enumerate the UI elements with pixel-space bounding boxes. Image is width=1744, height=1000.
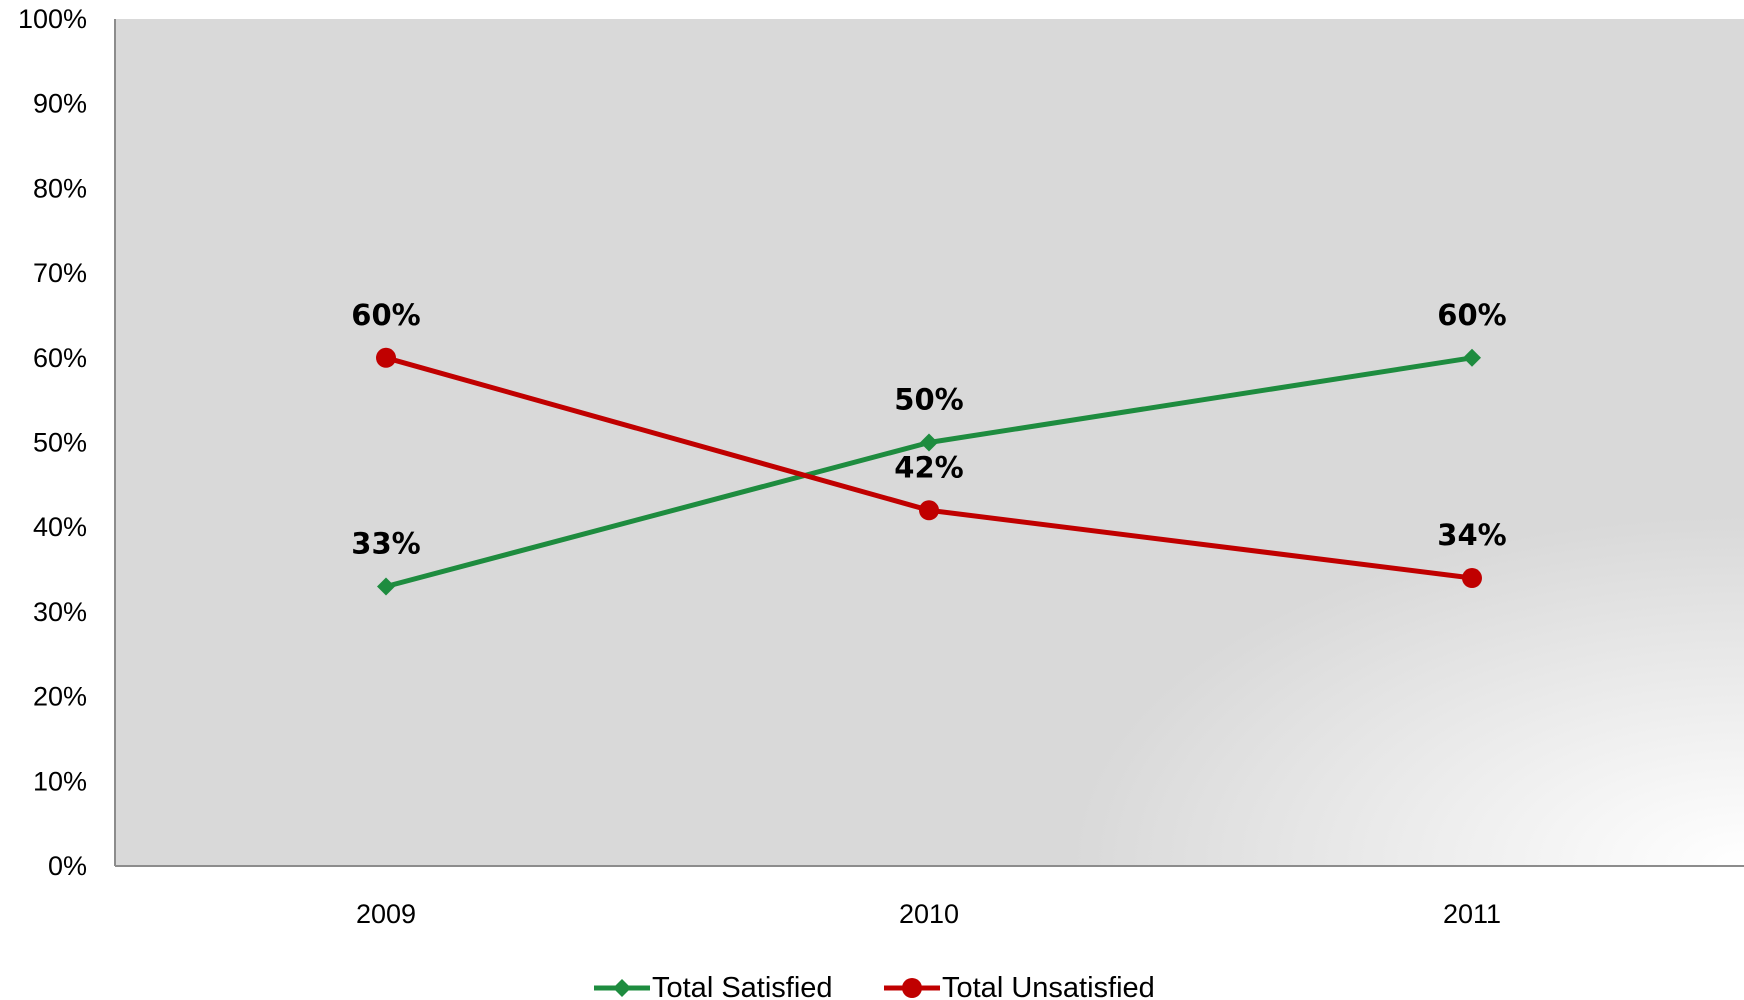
y-tick-label: 20%	[33, 682, 87, 712]
y-tick-label: 40%	[33, 512, 87, 542]
legend-marker	[902, 978, 922, 998]
y-tick-label: 10%	[33, 766, 87, 796]
legend-marker	[613, 979, 631, 997]
data-point-marker	[920, 433, 938, 452]
legend-label: Total Unsatisfied	[942, 972, 1155, 1000]
data-label: 33%	[351, 526, 420, 560]
data-label: 50%	[894, 383, 963, 417]
legend-label: Total Satisfied	[652, 972, 833, 1000]
x-tick-label: 2010	[899, 899, 959, 929]
data-labels: 33% 50% 60% 60% 42% 34%	[351, 298, 1506, 561]
data-point-marker	[1463, 348, 1481, 367]
y-axis-tick-labels: 0% 10% 20% 30% 40% 50% 60% 70% 80% 90% 100%	[18, 4, 87, 881]
x-tick-label: 2009	[356, 899, 416, 929]
y-tick-label: 100%	[18, 4, 87, 34]
series-markers	[376, 347, 1482, 596]
legend: Total Satisfied Total Unsatisfied	[594, 972, 1155, 1000]
x-axis-tick-labels: 2009 2010 2011	[356, 899, 1501, 929]
y-tick-label: 70%	[33, 258, 87, 288]
data-point-marker	[376, 347, 396, 368]
x-tick-label: 2011	[1443, 899, 1501, 929]
data-label: 60%	[351, 298, 420, 332]
y-tick-label: 30%	[33, 597, 87, 627]
data-label: 60%	[1437, 298, 1506, 332]
data-label: 34%	[1437, 518, 1506, 552]
y-tick-label: 0%	[48, 851, 87, 881]
y-tick-label: 80%	[33, 173, 87, 203]
y-tick-label: 50%	[33, 428, 87, 458]
data-point-marker	[919, 500, 939, 521]
data-point-marker	[377, 577, 395, 596]
y-tick-label: 60%	[33, 343, 87, 373]
data-point-marker	[1462, 568, 1482, 589]
data-label: 42%	[894, 450, 963, 484]
y-tick-label: 90%	[33, 89, 87, 119]
